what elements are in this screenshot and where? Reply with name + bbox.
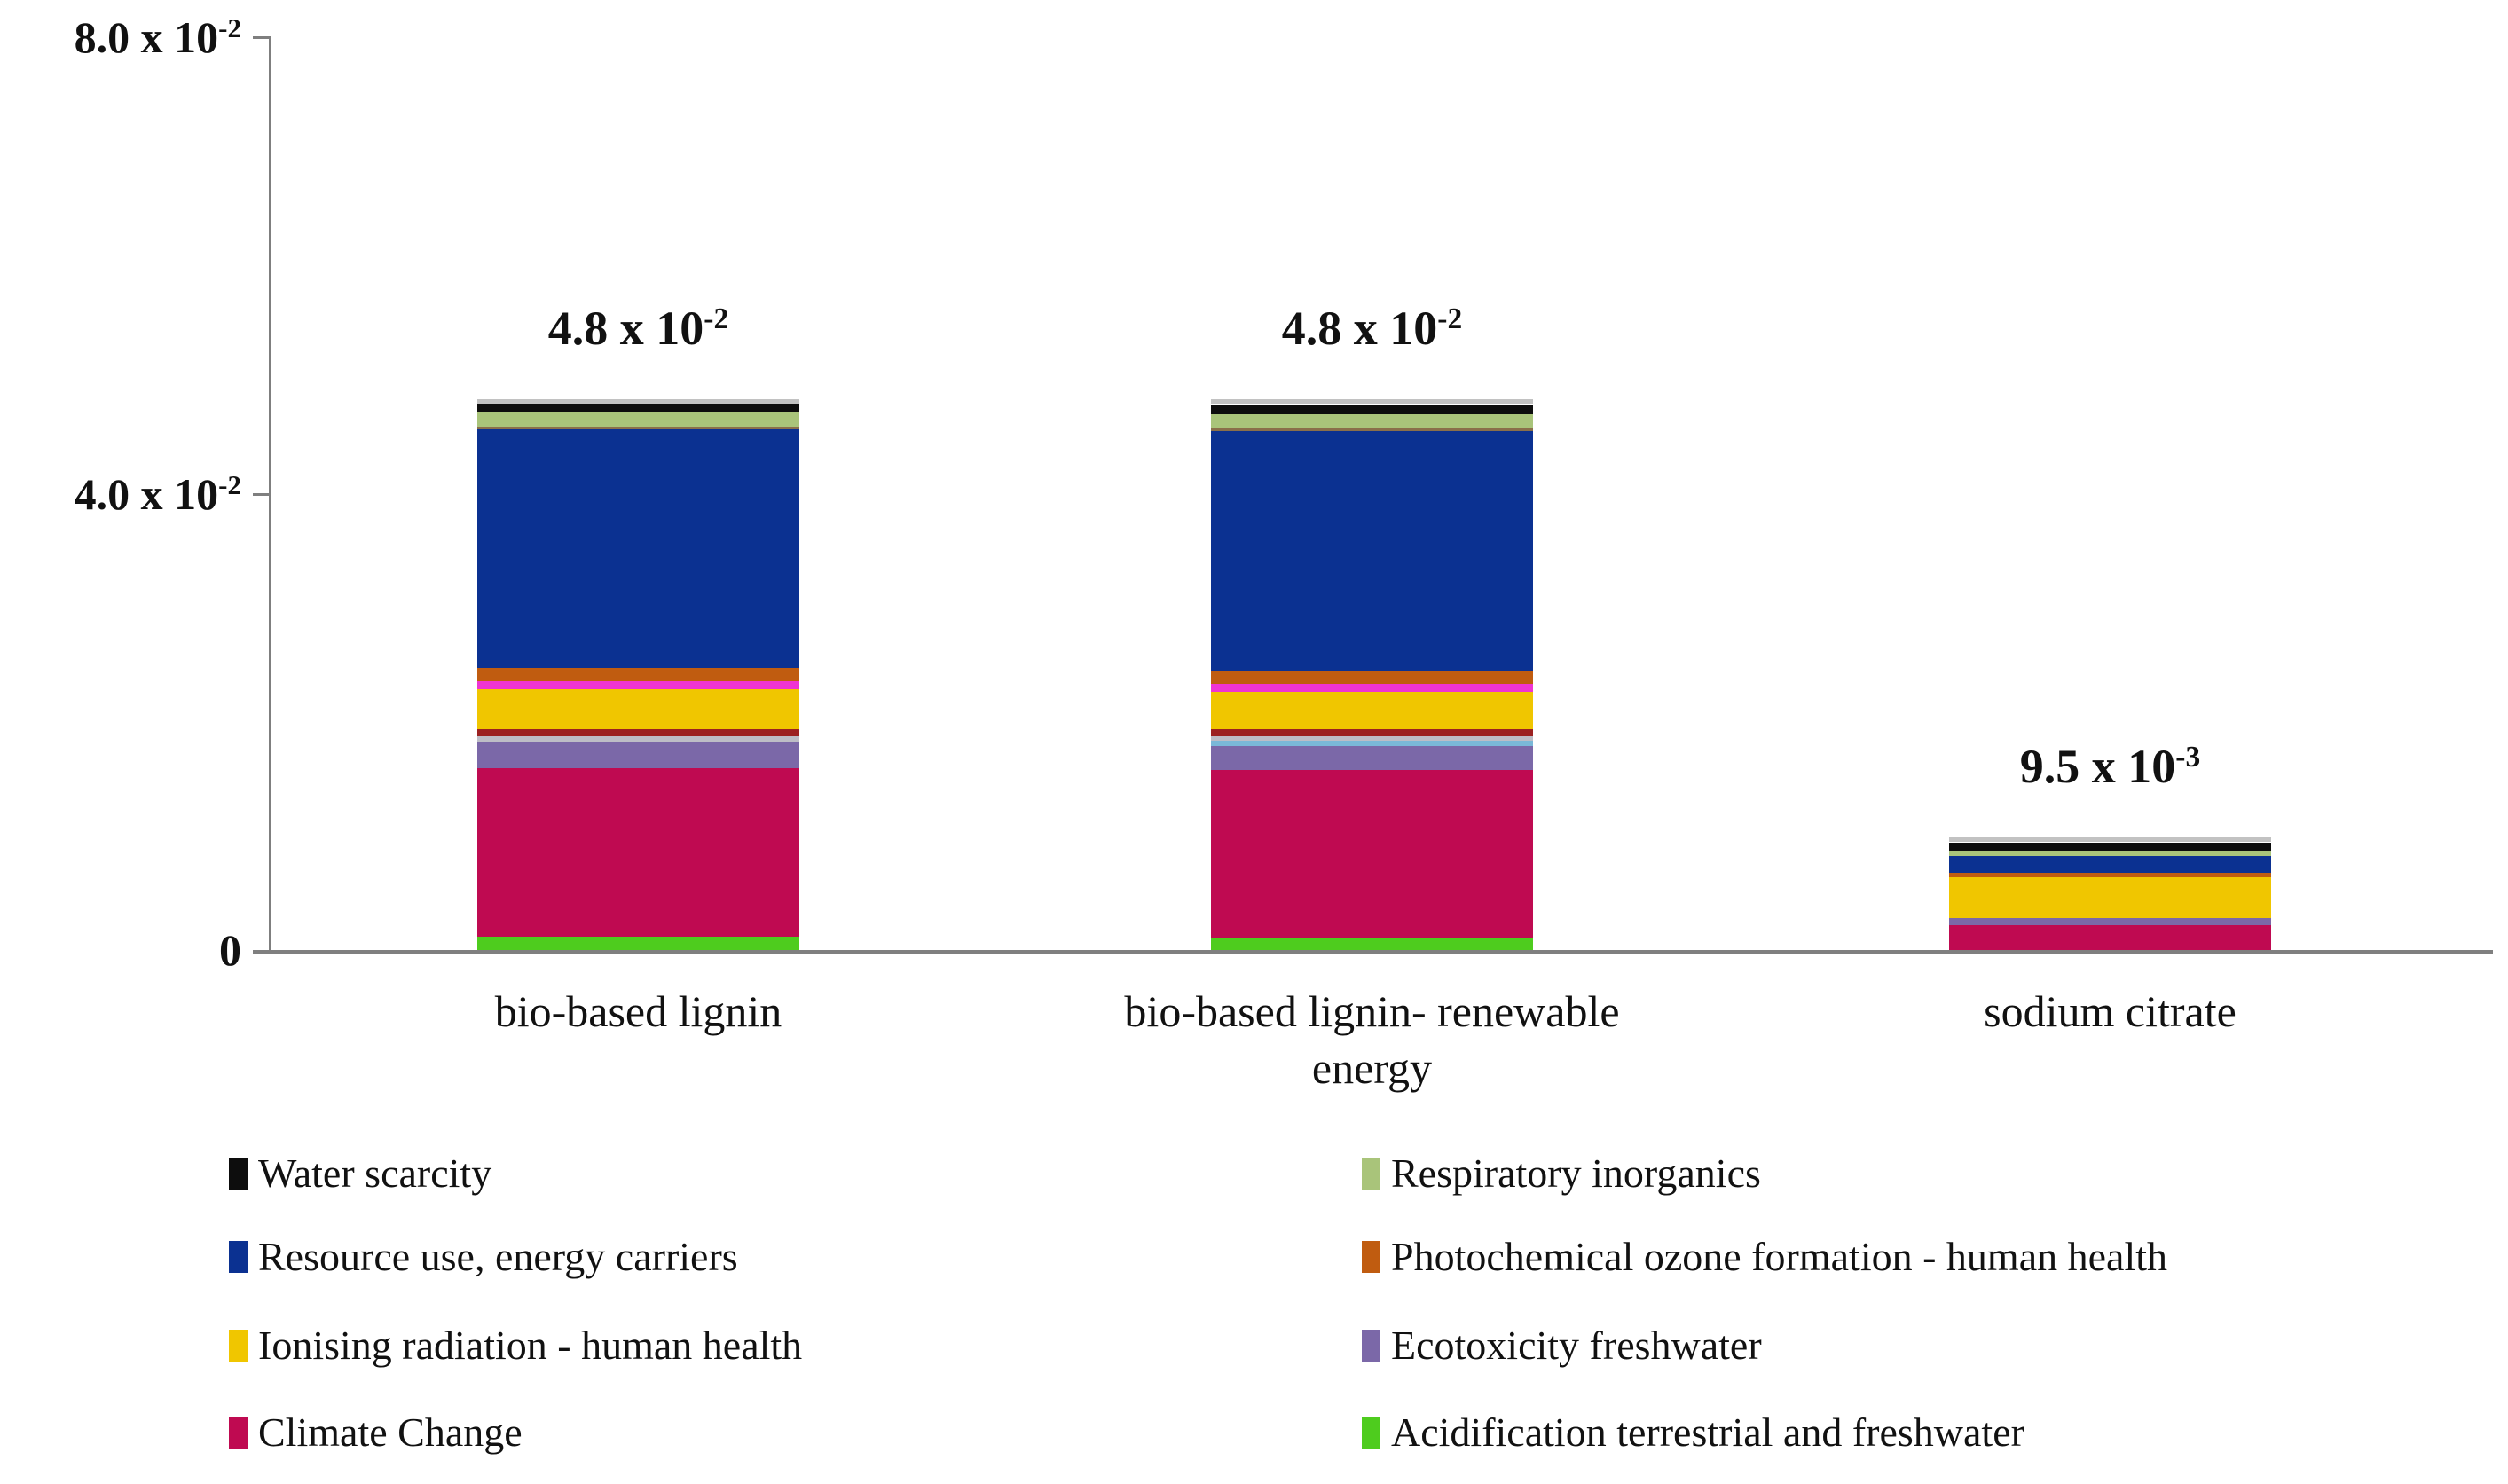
legend-swatch-icon: [1362, 1417, 1380, 1449]
legend-item-water-scarcity: Water scarcity: [229, 1142, 491, 1205]
bar-segment-ionising-radiation-human-health: [1211, 692, 1533, 729]
legend-item-climate-change: Climate Change: [229, 1402, 523, 1464]
bar-segment-ecotoxicity-freshwater: [1949, 918, 2271, 925]
bar-bio-based-lignin: [477, 399, 799, 950]
legend-swatch-icon: [1362, 1330, 1380, 1362]
y-tick-label: 0: [219, 925, 241, 975]
bar-segment-acidification-terrestrial-and-freshwater: [1211, 938, 1533, 950]
bar-segment-ecotoxicity-freshwater: [477, 742, 799, 768]
legend-label: Respiratory inorganics: [1391, 1150, 1761, 1196]
legend-swatch-icon: [229, 1158, 248, 1190]
legend-label: Resource use, energy carriers: [258, 1234, 738, 1279]
x-category-label: sodium citrate: [1984, 986, 2237, 1036]
bar-segment-unlabeled-magenta: [477, 681, 799, 689]
bar-segment-photochemical-ozone-formation-human-health: [1211, 671, 1533, 684]
y-tick-mark: [253, 493, 271, 496]
y-tick-label: 4.0 x 10-2: [74, 468, 241, 519]
y-tick-label: 8.0 x 10-2: [74, 12, 241, 62]
exponent: -2: [704, 302, 729, 335]
bar-segment-acidification-terrestrial-and-freshwater: [477, 937, 799, 950]
bar-segment-ecotoxicity-freshwater: [1211, 746, 1533, 770]
bar-segment-unlabeled-brown: [1211, 428, 1533, 431]
bar-segment-unlabeled-silver: [477, 736, 799, 742]
bar-segment-climate-change: [1211, 770, 1533, 938]
legend-label: Photochemical ozone formation - human he…: [1391, 1234, 2168, 1279]
bar-total-label: 4.8 x 10-2: [1281, 302, 1463, 355]
bar-segment-resource-use-energy-carriers: [477, 429, 799, 668]
bar-segment-unlabeled-maroon: [1211, 729, 1533, 736]
legend-label: Ecotoxicity freshwater: [1391, 1323, 1762, 1368]
bar-segment-respiratory-inorganics: [477, 412, 799, 427]
bar-segment-respiratory-inorganics: [1211, 414, 1533, 428]
bar-segment-climate-change: [477, 768, 799, 937]
legend-label: Water scarcity: [258, 1150, 492, 1196]
legend-item-ecotoxicity-freshwater: Ecotoxicity freshwater: [1362, 1315, 1762, 1377]
legend-item-acidification-terrestrial-and-freshwater: Acidification terrestrial and freshwater: [1362, 1402, 2024, 1464]
legend-swatch-icon: [229, 1330, 248, 1362]
bar-segment-unlabeled-brown: [477, 427, 799, 429]
bar-segment-respiratory-inorganics: [1949, 851, 2271, 856]
x-category-label: bio-based lignin- renewable energy: [1124, 986, 1620, 1093]
x-axis: [253, 950, 2493, 954]
x-category-label: bio-based lignin: [494, 986, 782, 1036]
exponent: -2: [1437, 302, 1463, 335]
bar-segment-ionising-radiation-human-health: [1949, 877, 2271, 918]
legend-swatch-icon: [1362, 1241, 1380, 1273]
bar-segment-water-scarcity: [1949, 843, 2271, 851]
legend-label: Climate Change: [258, 1409, 523, 1455]
bar-segment-unlabeled-magenta: [1211, 684, 1533, 692]
legend-item-photochemical-ozone-formation-human-health: Photochemical ozone formation - human he…: [1362, 1226, 2167, 1288]
bar-segment-climate-change: [1949, 925, 2271, 950]
bar-total-label: 9.5 x 10-3: [2019, 740, 2201, 793]
legend-swatch-icon: [229, 1417, 248, 1449]
bar-segment-unlabeled-maroon: [477, 729, 799, 736]
legend-swatch-icon: [1362, 1158, 1380, 1190]
bar-segment-unlabeled-light-blue: [1211, 741, 1533, 746]
legend-label: Ionising radiation - human health: [258, 1323, 803, 1368]
bar-segment-water-scarcity: [1211, 405, 1533, 414]
legend-item-resource-use-energy-carriers: Resource use, energy carriers: [229, 1226, 738, 1288]
exponent: -2: [218, 468, 241, 500]
exponent: -3: [2175, 740, 2201, 773]
legend-swatch-icon: [229, 1241, 248, 1273]
legend-label: Acidification terrestrial and freshwater: [1391, 1409, 2024, 1455]
y-tick-mark: [253, 36, 271, 39]
bar-segment-ionising-radiation-human-health: [477, 689, 799, 729]
bar-segment-resource-use-energy-carriers: [1211, 431, 1533, 671]
bar-segment-unlabeled-silver: [1211, 736, 1533, 741]
bar-segment-water-scarcity: [477, 404, 799, 412]
exponent: -2: [218, 12, 241, 43]
bar-sodium-citrate: [1949, 837, 2271, 950]
legend-item-ionising-radiation-human-health: Ionising radiation - human health: [229, 1315, 802, 1377]
bar-total-label: 4.8 x 10-2: [547, 302, 729, 355]
bar-segment-photochemical-ozone-formation-human-health: [477, 668, 799, 681]
bar-segment-resource-use-energy-carriers: [1949, 856, 2271, 873]
bar-segment-photochemical-ozone-formation-human-health: [1949, 873, 2271, 877]
bar-bio-based-lignin-renewable-energy: [1211, 399, 1533, 950]
legend-item-respiratory-inorganics: Respiratory inorganics: [1362, 1142, 1761, 1205]
